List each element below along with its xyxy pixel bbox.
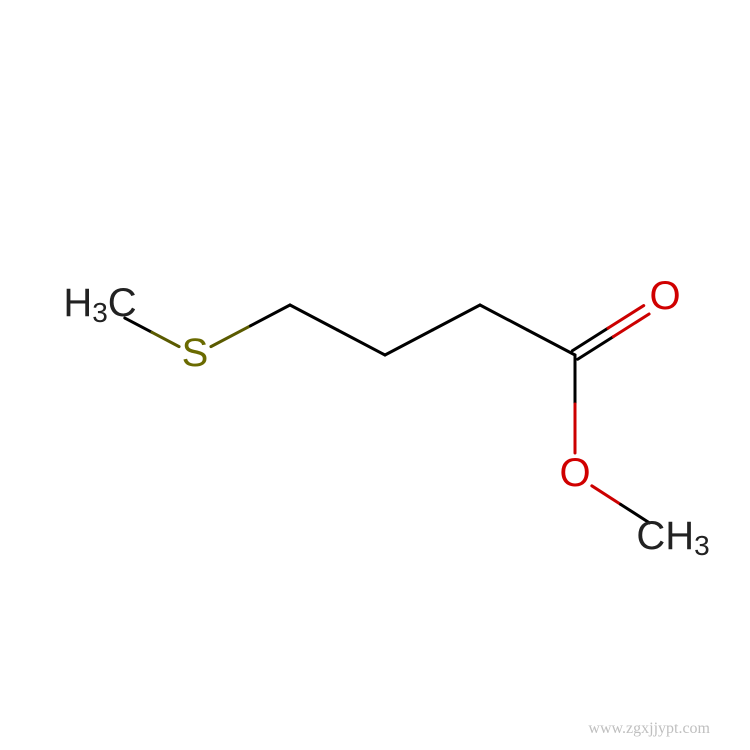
watermark-text: www.zgxjjypt.com (588, 720, 710, 738)
svg-text:O: O (649, 274, 680, 318)
chemical-structure-diagram: H3C S O O CH3 (0, 0, 750, 750)
svg-text:CH3: CH3 (636, 514, 709, 562)
svg-text:H3C: H3C (63, 281, 136, 329)
svg-text:O: O (559, 451, 590, 495)
svg-text:S: S (182, 331, 209, 375)
